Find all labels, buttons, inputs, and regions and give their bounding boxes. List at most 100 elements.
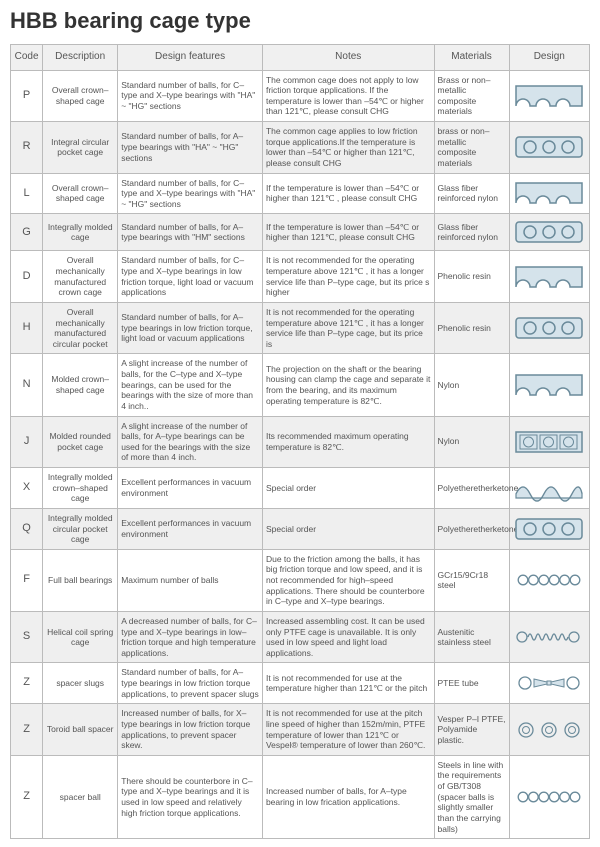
cell-description: Integrally molded cage: [43, 214, 118, 251]
cell-features: A decreased number of balls, for C–type …: [118, 611, 263, 663]
cell-notes: It is not recommended for use at the tem…: [262, 663, 434, 704]
cell-description: spacer slugs: [43, 663, 118, 704]
cell-features: Excellent performances in vacuum environ…: [118, 508, 263, 549]
cell-materials: Phenolic resin: [434, 251, 509, 303]
cell-design-icon: [509, 122, 589, 174]
cell-design-icon: [509, 354, 589, 416]
cell-features: Standard number of balls, for A–type bea…: [118, 663, 263, 704]
cell-materials: Nylon: [434, 416, 509, 468]
table-row: RIntegral circular pocket cageStandard n…: [11, 122, 590, 174]
cell-design-icon: [509, 508, 589, 549]
cell-materials: brass or non–metallic composite material…: [434, 122, 509, 174]
cell-features: A slight increase of the number of balls…: [118, 354, 263, 416]
cell-features: Standard number of balls, for A–type bea…: [118, 302, 263, 354]
cell-materials: Glass fiber reinforced nylon: [434, 173, 509, 214]
table-row: GIntegrally molded cageStandard number o…: [11, 214, 590, 251]
cell-materials: Vesper P–I PTFE, Polyamide plastic.: [434, 704, 509, 756]
cell-code: J: [11, 416, 43, 468]
cell-code: Z: [11, 663, 43, 704]
cell-notes: The projection on the shaft or the beari…: [262, 354, 434, 416]
cell-notes: The common cage does not apply to low fr…: [262, 70, 434, 122]
table-row: QIntegrally molded circular pocket cageE…: [11, 508, 590, 549]
table-row: HOverall mechanically manufactured circu…: [11, 302, 590, 354]
cell-code: Q: [11, 508, 43, 549]
cell-design-icon: [509, 70, 589, 122]
th-design: Design: [509, 45, 589, 71]
cell-design-icon: [509, 704, 589, 756]
table-row: NMolded crown–shaped cageA slight increa…: [11, 354, 590, 416]
cell-design-icon: [509, 173, 589, 214]
th-features: Design features: [118, 45, 263, 71]
cell-features: A slight increase of the number of balls…: [118, 416, 263, 468]
table-row: Zspacer ballThere should be counterbore …: [11, 755, 590, 838]
th-materials: Materials: [434, 45, 509, 71]
cell-code: X: [11, 468, 43, 509]
cell-design-icon: [509, 549, 589, 611]
cell-code: Z: [11, 704, 43, 756]
bearing-cage-table: Code Description Design features Notes M…: [10, 44, 590, 839]
cell-code: R: [11, 122, 43, 174]
cell-description: Integrally molded circular pocket cage: [43, 508, 118, 549]
table-row: LOverall crown–shaped cageStandard numbe…: [11, 173, 590, 214]
cell-notes: It is not recommended for the operating …: [262, 251, 434, 303]
table-row: ZToroid ball spacerIncreased number of b…: [11, 704, 590, 756]
cell-design-icon: [509, 302, 589, 354]
cell-description: Overall crown–shaped cage: [43, 173, 118, 214]
cell-notes: Special order: [262, 508, 434, 549]
cell-materials: Austenitic stainless steel: [434, 611, 509, 663]
cell-design-icon: [509, 468, 589, 509]
cell-design-icon: [509, 251, 589, 303]
page-title: HBB bearing cage type: [10, 8, 590, 34]
table-row: JMolded rounded pocket cageA slight incr…: [11, 416, 590, 468]
cell-description: Molded rounded pocket cage: [43, 416, 118, 468]
cell-notes: Increased number of balls, for A–type be…: [262, 755, 434, 838]
cell-notes: If the temperature is lower than –54℃ or…: [262, 214, 434, 251]
cell-description: spacer ball: [43, 755, 118, 838]
cell-materials: PTEE tube: [434, 663, 509, 704]
cell-notes: If the temperature is lower than –54℃ or…: [262, 173, 434, 214]
cell-notes: Its recommended maximum operating temper…: [262, 416, 434, 468]
table-row: POverall crown–shaped cageStandard numbe…: [11, 70, 590, 122]
cell-description: Overall mechanically manufactured crown …: [43, 251, 118, 303]
cell-features: Standard number of balls, for A–type bea…: [118, 122, 263, 174]
cell-description: Overall mechanically manufactured circul…: [43, 302, 118, 354]
cell-materials: Brass or non–metallic composite material…: [434, 70, 509, 122]
cell-description: Overall crown–shaped cage: [43, 70, 118, 122]
cell-materials: Steels in line with the requirements of …: [434, 755, 509, 838]
cell-materials: Polyetheretherketone: [434, 508, 509, 549]
th-description: Description: [43, 45, 118, 71]
cell-notes: Increased assembling cost. It can be use…: [262, 611, 434, 663]
cell-code: Z: [11, 755, 43, 838]
cell-code: F: [11, 549, 43, 611]
table-row: DOverall mechanically manufactured crown…: [11, 251, 590, 303]
cell-design-icon: [509, 214, 589, 251]
cell-features: Maximum number of balls: [118, 549, 263, 611]
cell-code: P: [11, 70, 43, 122]
cell-code: N: [11, 354, 43, 416]
cell-design-icon: [509, 663, 589, 704]
cell-features: Standard number of balls, for C–type and…: [118, 251, 263, 303]
cell-description: Integrally molded crown–shaped cage: [43, 468, 118, 509]
cell-description: Toroid ball spacer: [43, 704, 118, 756]
cell-features: Standard number of balls, for C–type and…: [118, 173, 263, 214]
table-row: XIntegrally molded crown–shaped cageExce…: [11, 468, 590, 509]
cell-design-icon: [509, 611, 589, 663]
cell-notes: It is not recommended for the operating …: [262, 302, 434, 354]
cell-code: H: [11, 302, 43, 354]
cell-materials: GCr15/9Cr18 steel: [434, 549, 509, 611]
table-row: FFull ball bearingsMaximum number of bal…: [11, 549, 590, 611]
cell-code: G: [11, 214, 43, 251]
cell-materials: Polyetheretherketone: [434, 468, 509, 509]
cell-code: D: [11, 251, 43, 303]
cell-description: Helical coil spring cage: [43, 611, 118, 663]
cell-features: Standard number of balls, for A–type bea…: [118, 214, 263, 251]
cell-features: There should be counterbore in C–type an…: [118, 755, 263, 838]
cell-features: Increased number of balls, for X–type be…: [118, 704, 263, 756]
cell-code: S: [11, 611, 43, 663]
cell-description: Integral circular pocket cage: [43, 122, 118, 174]
th-notes: Notes: [262, 45, 434, 71]
th-code: Code: [11, 45, 43, 71]
table-row: Zspacer slugsStandard number of balls, f…: [11, 663, 590, 704]
cell-notes: Special order: [262, 468, 434, 509]
cell-features: Standard number of balls, for C–type and…: [118, 70, 263, 122]
